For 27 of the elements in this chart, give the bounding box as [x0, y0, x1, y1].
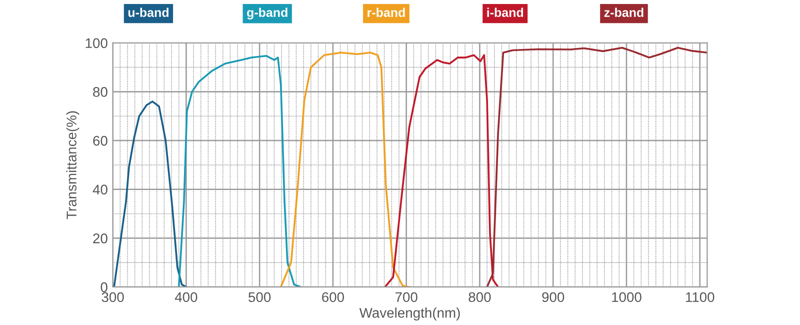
x-tick-label: 1100	[686, 292, 714, 302]
y-tick-label: 100	[86, 38, 108, 48]
line-series	[178, 54, 302, 287]
x-tick-label: 600	[322, 292, 344, 302]
text: r-band	[368, 8, 405, 17]
text: u-band	[128, 8, 168, 17]
line-series	[280, 52, 410, 287]
line-series	[112, 100, 188, 287]
text: i-band	[487, 8, 524, 17]
x-tick-label: 500	[248, 292, 271, 302]
y-axis-title: Transmittance(%)	[66, 111, 80, 220]
y-tick-label: 80	[93, 87, 108, 97]
x-tick-label: 900	[542, 292, 564, 302]
text: g-band	[247, 8, 288, 20]
x-tick-label: 700	[395, 292, 418, 302]
line-series	[384, 54, 499, 287]
x-tick-label: 400	[174, 292, 198, 302]
y-tick-label: 20	[93, 233, 108, 244]
text: z-band	[604, 8, 644, 17]
x-axis-title: Wavelength(nm)	[359, 308, 460, 321]
y-tick-label: 40	[92, 184, 108, 195]
y-tick-label: 0	[100, 282, 108, 292]
x-tick-label: 1000	[612, 292, 642, 302]
line-series	[486, 46, 708, 287]
x-tick-label: 800	[468, 292, 491, 302]
y-tick-label: 60	[93, 136, 108, 146]
x-tick-label: 300	[102, 292, 124, 302]
